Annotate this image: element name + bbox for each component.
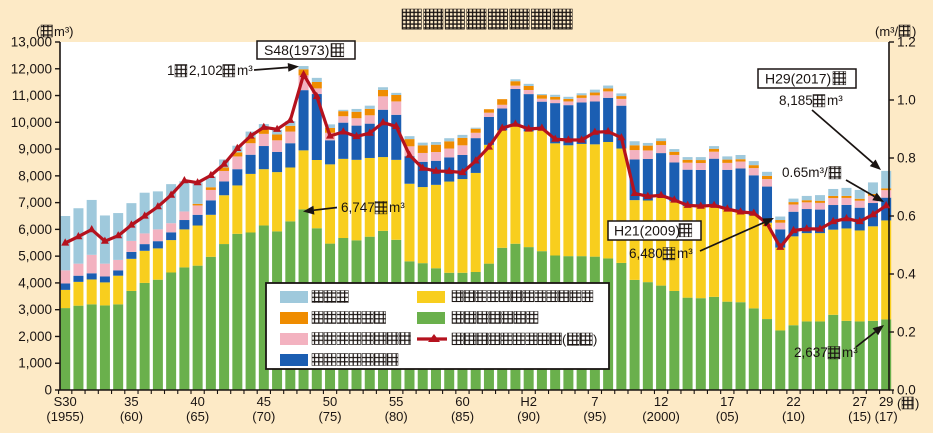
svg-text:0.8: 0.8 xyxy=(897,151,916,166)
svg-text:9,000: 9,000 xyxy=(18,142,52,157)
svg-text:(2000): (2000) xyxy=(642,409,680,424)
svg-text:(85): (85) xyxy=(451,409,474,424)
svg-text:0.2: 0.2 xyxy=(897,325,916,340)
svg-text:50: 50 xyxy=(323,394,337,409)
svg-text:7,000: 7,000 xyxy=(18,195,52,210)
svg-text:(: ( xyxy=(562,332,567,347)
svg-text:(15): (15) xyxy=(848,409,871,424)
svg-text:45: 45 xyxy=(257,394,271,409)
svg-text:60: 60 xyxy=(455,394,469,409)
svg-text:m³: m³ xyxy=(237,63,253,78)
svg-text:0.4: 0.4 xyxy=(897,267,916,282)
svg-text:S30: S30 xyxy=(54,394,77,409)
svg-text:10,000: 10,000 xyxy=(11,115,52,130)
svg-text:S48(1973): S48(1973) xyxy=(264,42,329,58)
svg-text:(05): (05) xyxy=(716,409,739,424)
svg-text:12: 12 xyxy=(654,394,668,409)
svg-text:m³: m³ xyxy=(842,345,858,360)
svg-text:13,000: 13,000 xyxy=(11,35,52,50)
svg-text:0: 0 xyxy=(44,383,52,398)
svg-text:(70): (70) xyxy=(252,409,275,424)
svg-text:(m³/: (m³/ xyxy=(875,24,898,39)
svg-text:5,000: 5,000 xyxy=(18,249,52,264)
svg-text:2,102: 2,102 xyxy=(189,63,223,78)
svg-text:12,000: 12,000 xyxy=(11,61,52,76)
svg-text:1: 1 xyxy=(167,63,175,78)
svg-text:(: ( xyxy=(36,24,41,39)
svg-text:(17): (17) xyxy=(875,409,898,424)
svg-text:0.65m³/: 0.65m³/ xyxy=(782,165,828,180)
svg-text:55: 55 xyxy=(389,394,403,409)
svg-text:35: 35 xyxy=(124,394,138,409)
svg-text:m³): m³) xyxy=(54,24,74,39)
svg-text:8,185: 8,185 xyxy=(779,93,813,108)
svg-text:H29(2017): H29(2017) xyxy=(765,71,831,87)
svg-text:(75): (75) xyxy=(318,409,341,424)
svg-text:m³: m³ xyxy=(389,200,405,215)
svg-text:(80): (80) xyxy=(385,409,408,424)
svg-text:11,000: 11,000 xyxy=(12,88,52,103)
svg-text:1.0: 1.0 xyxy=(897,93,916,108)
svg-text:H21(2009): H21(2009) xyxy=(614,223,680,239)
svg-text:29: 29 xyxy=(879,394,893,409)
svg-text:6,747: 6,747 xyxy=(341,200,375,215)
svg-text:m³: m³ xyxy=(827,93,843,108)
svg-text:): ) xyxy=(593,332,597,347)
svg-text:m³: m³ xyxy=(677,246,693,261)
svg-text:4,000: 4,000 xyxy=(18,275,52,290)
svg-text:(90): (90) xyxy=(517,409,540,424)
svg-text:6,000: 6,000 xyxy=(18,222,52,237)
svg-text:(95): (95) xyxy=(583,409,606,424)
svg-text:(60): (60) xyxy=(120,409,143,424)
svg-text:17: 17 xyxy=(720,394,734,409)
svg-text:2,000: 2,000 xyxy=(18,329,52,344)
svg-text:8,000: 8,000 xyxy=(18,168,52,183)
svg-text:27: 27 xyxy=(852,394,866,409)
svg-text:6,480: 6,480 xyxy=(629,246,663,261)
svg-text:): ) xyxy=(915,396,919,411)
svg-text:7: 7 xyxy=(591,394,598,409)
svg-text:(1955): (1955) xyxy=(46,409,84,424)
svg-text:H2: H2 xyxy=(520,394,537,409)
svg-text:(: ( xyxy=(897,396,902,411)
svg-text:40: 40 xyxy=(190,394,204,409)
svg-text:2,637: 2,637 xyxy=(794,345,828,360)
svg-text:): ) xyxy=(912,24,916,39)
svg-text:0.0: 0.0 xyxy=(897,383,916,398)
svg-text:3,000: 3,000 xyxy=(18,302,52,317)
svg-text:1,000: 1,000 xyxy=(18,356,52,371)
svg-text:22: 22 xyxy=(786,394,800,409)
svg-text:(10): (10) xyxy=(782,409,805,424)
svg-text:(65): (65) xyxy=(186,409,209,424)
svg-text:0.6: 0.6 xyxy=(897,209,916,224)
svg-text:1.2: 1.2 xyxy=(897,35,916,50)
